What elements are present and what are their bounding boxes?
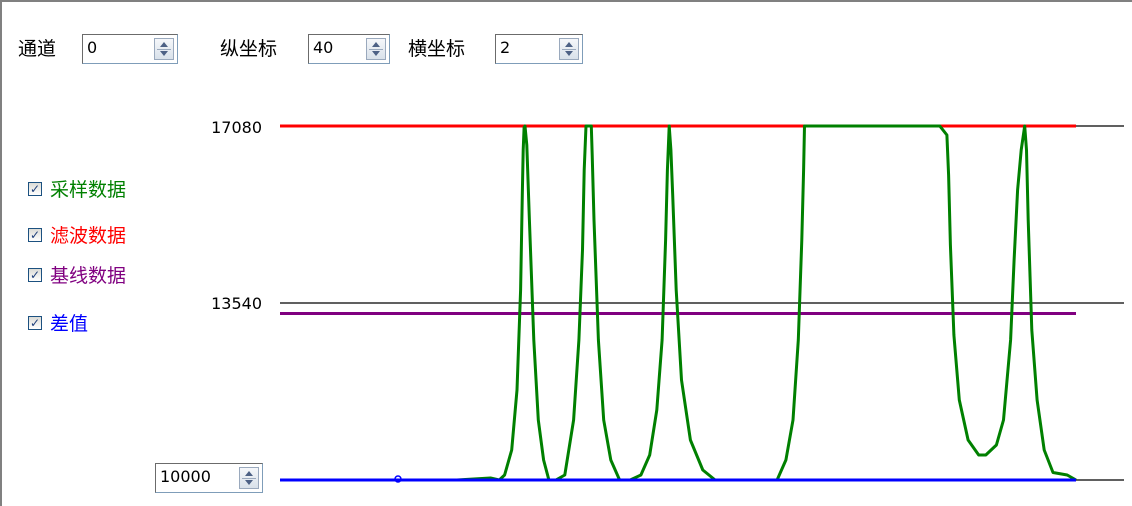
difference-marker <box>394 475 402 483</box>
spin-divider <box>157 49 171 50</box>
y-scale-spin-buttons[interactable] <box>366 38 386 60</box>
checkbox[interactable]: ✓ <box>28 182 42 196</box>
spin-divider <box>562 49 576 50</box>
baseline-spin-buttons[interactable] <box>239 467 259 489</box>
y-scale-spinbox[interactable]: 40 <box>308 34 390 64</box>
checkbox[interactable]: ✓ <box>28 316 42 330</box>
x-scale-spinbox[interactable]: 2 <box>495 34 583 64</box>
spin-down-icon[interactable] <box>372 51 380 56</box>
baseline-spinbox[interactable]: 10000 <box>155 463 263 493</box>
check-icon: ✓ <box>29 228 41 242</box>
spin-down-icon[interactable] <box>160 51 168 56</box>
channel-spinbox[interactable]: 0 <box>82 34 178 64</box>
check-icon: ✓ <box>29 316 41 330</box>
series-line-0 <box>280 124 1077 482</box>
legend-label[interactable]: 差值 <box>50 313 89 335</box>
x-scale-label: 横坐标 <box>408 38 466 60</box>
channel-label: 通道 <box>18 38 57 60</box>
legend-label[interactable]: 滤波数据 <box>50 225 127 247</box>
x-scale-spin-buttons[interactable] <box>559 38 579 60</box>
check-icon: ✓ <box>29 182 41 196</box>
spin-up-icon[interactable] <box>245 471 253 476</box>
legend-label[interactable]: 基线数据 <box>50 265 127 287</box>
spin-divider <box>242 478 256 479</box>
spin-up-icon[interactable] <box>160 42 168 47</box>
y-tick-label: 13540 <box>211 294 262 313</box>
spin-down-icon[interactable] <box>565 51 573 56</box>
spin-down-icon[interactable] <box>245 480 253 485</box>
channel-value[interactable]: 0 <box>87 38 98 57</box>
checkbox[interactable]: ✓ <box>28 228 42 242</box>
y-scale-value[interactable]: 40 <box>313 38 334 57</box>
legend-label[interactable]: 采样数据 <box>50 179 127 201</box>
x-scale-value[interactable]: 2 <box>500 38 511 57</box>
y-tick-label: 17080 <box>211 118 262 137</box>
y-scale-label: 纵坐标 <box>220 38 278 60</box>
spin-up-icon[interactable] <box>372 42 380 47</box>
check-icon: ✓ <box>29 268 41 282</box>
baseline-value[interactable]: 10000 <box>160 467 211 486</box>
checkbox[interactable]: ✓ <box>28 268 42 282</box>
channel-spin-buttons[interactable] <box>154 38 174 60</box>
spin-up-icon[interactable] <box>565 42 573 47</box>
spin-divider <box>369 49 383 50</box>
